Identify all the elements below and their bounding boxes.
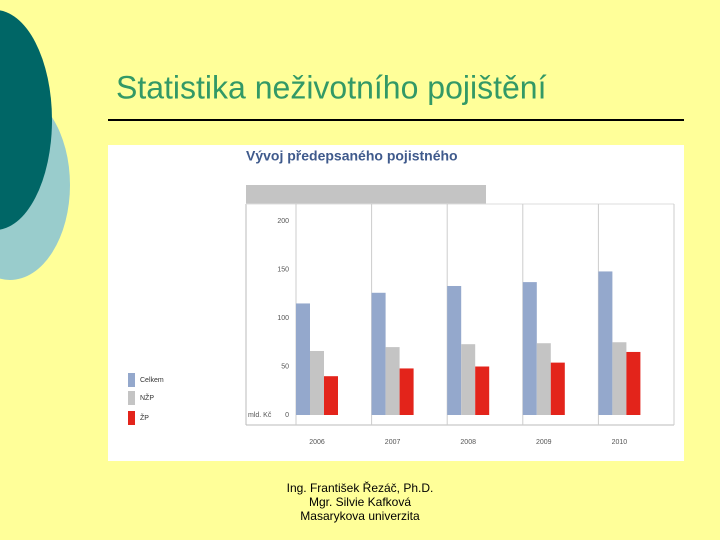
bar — [626, 351, 641, 415]
bar — [598, 271, 613, 415]
footer-line: Mgr. Silvie Kafková — [309, 495, 411, 509]
y-tick-label: 200 — [277, 218, 289, 225]
bar — [522, 282, 537, 415]
footer-line: Ing. František Řezáč, Ph.D. — [287, 480, 434, 495]
header-bar — [246, 185, 486, 204]
legend-swatch — [128, 391, 135, 405]
y-tick-label: 0 — [285, 412, 289, 419]
slide-title: Statistika neživotního pojištění — [116, 69, 547, 105]
legend-label: ŽP — [140, 413, 149, 422]
legend-swatch — [128, 411, 135, 425]
legend-swatch — [128, 373, 135, 387]
x-tick-label: 2008 — [460, 439, 476, 446]
bar — [612, 342, 627, 415]
y-tick-label: 150 — [277, 266, 289, 273]
bar — [296, 303, 310, 415]
bar — [310, 350, 324, 415]
bar — [461, 344, 476, 415]
bar — [399, 368, 414, 415]
bar — [385, 347, 400, 415]
x-tick-label: 2006 — [309, 439, 325, 446]
bar — [371, 292, 386, 415]
x-tick-label: 2009 — [536, 439, 552, 446]
decor-circle-dark — [0, 10, 52, 230]
x-tick-label: 2007 — [385, 439, 401, 446]
y-tick-label: 50 — [281, 363, 289, 370]
bar — [324, 376, 338, 415]
y-tick-label: 100 — [277, 315, 289, 322]
bar — [536, 343, 551, 415]
legend-label: Celkem — [140, 377, 164, 384]
x-tick-label: 2010 — [612, 439, 628, 446]
bar — [447, 285, 462, 415]
footer-line: Masarykova univerzita — [300, 509, 420, 523]
y-axis-label: mld. Kč — [248, 412, 272, 419]
legend-label: NŽP — [140, 393, 154, 402]
bar — [550, 362, 565, 415]
chart-title: Vývoj předepsaného pojistného — [246, 148, 458, 164]
bar — [475, 366, 490, 415]
